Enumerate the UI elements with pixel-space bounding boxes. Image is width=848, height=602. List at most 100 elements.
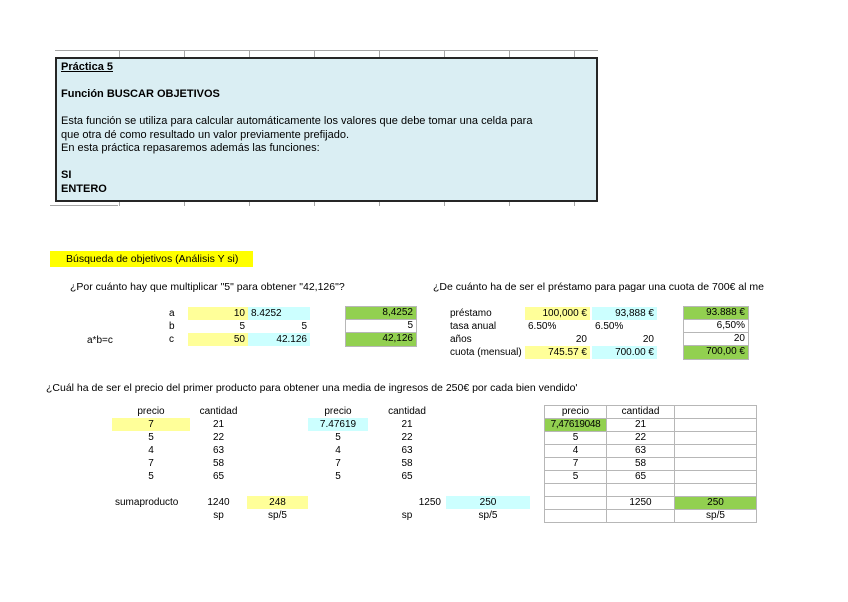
q1-goal-a[interactable]: 8,4252 — [346, 307, 416, 320]
table-b-sp5-label: sp/5 — [478, 510, 498, 521]
table-c-precio-cell[interactable]: 7 — [545, 458, 607, 471]
q2-label-prestamo: préstamo — [450, 308, 492, 319]
table-b-cantidad-cell[interactable]: 63 — [401, 445, 413, 456]
q1-cell-b-result[interactable]: 5 — [301, 321, 307, 332]
table-a-precio-cell[interactable]: 7 — [148, 458, 154, 469]
table-c-empty-cell[interactable] — [675, 432, 757, 445]
table-a-header-cantidad: cantidad — [199, 406, 238, 417]
table-c-cantidad-cell[interactable]: 63 — [607, 445, 675, 458]
q2-goal-tasa[interactable]: 6,50% — [684, 320, 748, 333]
q1-cell-a-start[interactable]: 10 — [188, 307, 248, 320]
spacer — [61, 102, 592, 116]
table-b-precio-cell[interactable]: 4 — [335, 445, 341, 456]
table-c-cantidad-cell[interactable]: 58 — [607, 458, 675, 471]
table-c-precio-cell[interactable]: 5 — [545, 471, 607, 484]
table-a-cantidad-cell[interactable]: 63 — [212, 445, 225, 456]
gridline-bottom-left — [50, 205, 118, 206]
table-b-precio-cell[interactable]: 7 — [335, 458, 341, 469]
table-a-avg-value[interactable]: 248 — [247, 496, 308, 509]
table-c-cantidad-cell[interactable]: 21 — [607, 419, 675, 432]
gridline-bottom-ticks — [55, 201, 598, 206]
table-c-empty-cell[interactable] — [675, 484, 757, 497]
q1-goal-c[interactable]: 42,126 — [346, 333, 416, 346]
q2-cell-anos-result[interactable]: 20 — [642, 334, 654, 345]
q1-label-a: a — [169, 308, 175, 319]
q2-cell-tasa-result[interactable]: 6.50% — [595, 321, 624, 332]
table-a-precio-cell[interactable]: 7 — [112, 418, 190, 431]
q2-goal-cuota[interactable]: 700,00 € — [684, 346, 748, 359]
table-c-empty-cell[interactable] — [607, 510, 675, 523]
table-b-precio-cell[interactable]: 5 — [335, 432, 341, 443]
table-c-empty-cell[interactable] — [607, 484, 675, 497]
q2-cell-prestamo-result[interactable]: 93,888 € — [592, 307, 657, 320]
q1-cell-c-start[interactable]: 50 — [188, 333, 248, 346]
intro-function-si: SI — [61, 169, 72, 181]
table-c-cantidad-cell[interactable]: 65 — [607, 471, 675, 484]
table-c-empty-cell[interactable] — [675, 419, 757, 432]
q2-cell-anos-start[interactable]: 20 — [575, 334, 587, 345]
table-c-precio-cell[interactable]: 5 — [545, 432, 607, 445]
q1-goal-column: 8,4252 5 42,126 — [345, 306, 417, 347]
table-c-empty-cell[interactable] — [675, 471, 757, 484]
spacer — [61, 75, 592, 89]
table-c-cantidad-cell[interactable]: 22 — [607, 432, 675, 445]
table-a-sum-value[interactable]: 1240 — [207, 497, 230, 508]
q1-cell-a-result[interactable]: 8.4252 — [248, 307, 310, 320]
q1-formula-label: a*b=c — [87, 335, 113, 346]
table-c-empty-cell[interactable] — [545, 484, 607, 497]
table-c-empty-cell[interactable] — [545, 497, 607, 510]
table-c-sum-value[interactable]: 1250 — [607, 497, 675, 510]
table-c-empty-cell[interactable] — [675, 445, 757, 458]
q1-question: ¿Por cuánto hay que multiplicar "5" para… — [70, 281, 345, 293]
table-a-precio-cell[interactable]: 5 — [148, 471, 154, 482]
q2-goal-column: 93.888 € 6,50% 20 700,00 € — [683, 306, 749, 360]
table-a-precio-cell[interactable]: 5 — [148, 432, 154, 443]
q1-label-b: b — [169, 321, 175, 332]
table-b-avg-value[interactable]: 250 — [446, 496, 530, 509]
table-a-cantidad-cell[interactable]: 21 — [212, 419, 225, 430]
table-c-header-empty — [675, 406, 757, 419]
table-b-cantidad-cell[interactable]: 58 — [401, 458, 413, 469]
table-b-cantidad-cell[interactable]: 21 — [401, 419, 413, 430]
table-a-sp5-label: sp/5 — [268, 510, 287, 521]
table-c: precio cantidad 7,47619048 21 5 22 4 63 … — [544, 405, 757, 523]
section-title: Búsqueda de objetivos (Análisis Y si) — [50, 251, 253, 267]
table-c-precio-cell[interactable]: 4 — [545, 445, 607, 458]
table-b-cantidad-cell[interactable]: 22 — [401, 432, 413, 443]
table-b-sum-value[interactable]: 1250 — [418, 497, 441, 508]
q2-cell-prestamo-start[interactable]: 100,000 € — [525, 307, 590, 320]
table-c-avg-value[interactable]: 250 — [675, 497, 757, 510]
q2-cell-cuota-start[interactable]: 745.57 € — [525, 346, 590, 359]
spacer — [61, 156, 592, 170]
table-c-header-precio: precio — [545, 406, 607, 419]
table-c-empty-cell[interactable] — [675, 458, 757, 471]
q2-label-tasa: tasa anual — [450, 321, 497, 332]
table-a-precio-cell[interactable]: 4 — [148, 445, 154, 456]
q2-cell-tasa-start[interactable]: 6.50% — [528, 321, 557, 332]
q2-cell-cuota-result[interactable]: 700.00 € — [592, 346, 657, 359]
q2-goal-prestamo[interactable]: 93.888 € — [684, 307, 748, 320]
table-b-cantidad-cell[interactable]: 65 — [401, 471, 413, 482]
q1-cell-c-result[interactable]: 42.126 — [248, 333, 310, 346]
q1-goal-b[interactable]: 5 — [346, 320, 416, 333]
q1-label-c: c — [169, 334, 174, 345]
table-b-header-precio: precio — [324, 406, 352, 417]
table-a-cantidad-cell[interactable]: 58 — [212, 458, 225, 469]
table-a-sum-label: sumaproducto — [115, 497, 179, 508]
table-c-header-cantidad: cantidad — [607, 406, 675, 419]
table-b-precio-cell[interactable]: 5 — [335, 471, 341, 482]
table-c-empty-cell[interactable] — [545, 510, 607, 523]
intro-title: Práctica 5 — [61, 61, 113, 73]
table-a-cantidad-cell[interactable]: 65 — [212, 471, 225, 482]
table-b-precio-cell[interactable]: 7.47619 — [308, 418, 368, 431]
q2-label-anos: años — [450, 334, 472, 345]
q2-goal-anos[interactable]: 20 — [684, 333, 748, 346]
q2-label-cuota: cuota (mensual) — [450, 347, 522, 358]
table-c-precio-cell[interactable]: 7,47619048 — [545, 419, 607, 432]
intro-body-line: En esta práctica repasaremos además las … — [61, 142, 320, 154]
intro-body-line: Esta función se utiliza para calcular au… — [61, 115, 533, 127]
intro-heading: Función BUSCAR OBJETIVOS — [61, 88, 220, 100]
q1-cell-b-start[interactable]: 5 — [239, 321, 245, 332]
table-a-cantidad-cell[interactable]: 22 — [212, 432, 225, 443]
